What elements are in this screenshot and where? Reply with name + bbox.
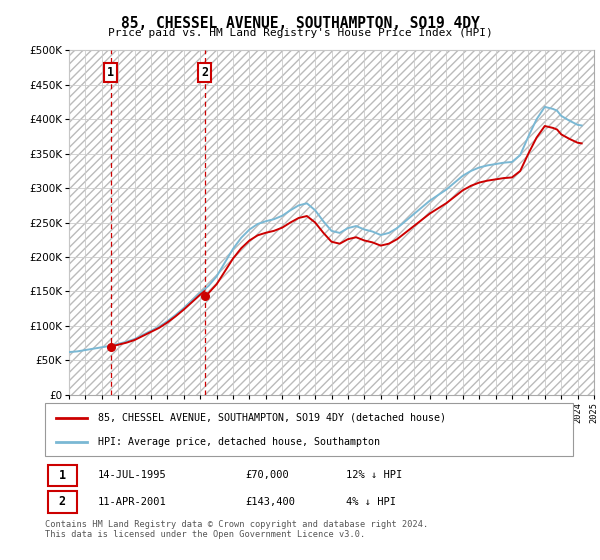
FancyBboxPatch shape	[47, 465, 77, 486]
Text: 85, CHESSEL AVENUE, SOUTHAMPTON, SO19 4DY (detached house): 85, CHESSEL AVENUE, SOUTHAMPTON, SO19 4D…	[98, 413, 446, 423]
FancyBboxPatch shape	[45, 403, 573, 456]
Text: 14-JUL-1995: 14-JUL-1995	[98, 470, 167, 480]
Text: HPI: Average price, detached house, Southampton: HPI: Average price, detached house, Sout…	[98, 437, 380, 447]
Text: 4% ↓ HPI: 4% ↓ HPI	[346, 497, 396, 507]
Text: 85, CHESSEL AVENUE, SOUTHAMPTON, SO19 4DY: 85, CHESSEL AVENUE, SOUTHAMPTON, SO19 4D…	[121, 16, 479, 31]
Text: Price paid vs. HM Land Registry's House Price Index (HPI): Price paid vs. HM Land Registry's House …	[107, 28, 493, 38]
Text: £70,000: £70,000	[245, 470, 289, 480]
Text: 1: 1	[107, 66, 114, 79]
Text: 11-APR-2001: 11-APR-2001	[98, 497, 167, 507]
Text: 12% ↓ HPI: 12% ↓ HPI	[346, 470, 402, 480]
Text: £143,400: £143,400	[245, 497, 296, 507]
Text: 2: 2	[59, 496, 66, 508]
Text: 2: 2	[201, 66, 208, 79]
Text: Contains HM Land Registry data © Crown copyright and database right 2024.
This d: Contains HM Land Registry data © Crown c…	[45, 520, 428, 539]
Text: 1: 1	[59, 469, 66, 482]
FancyBboxPatch shape	[47, 491, 77, 512]
